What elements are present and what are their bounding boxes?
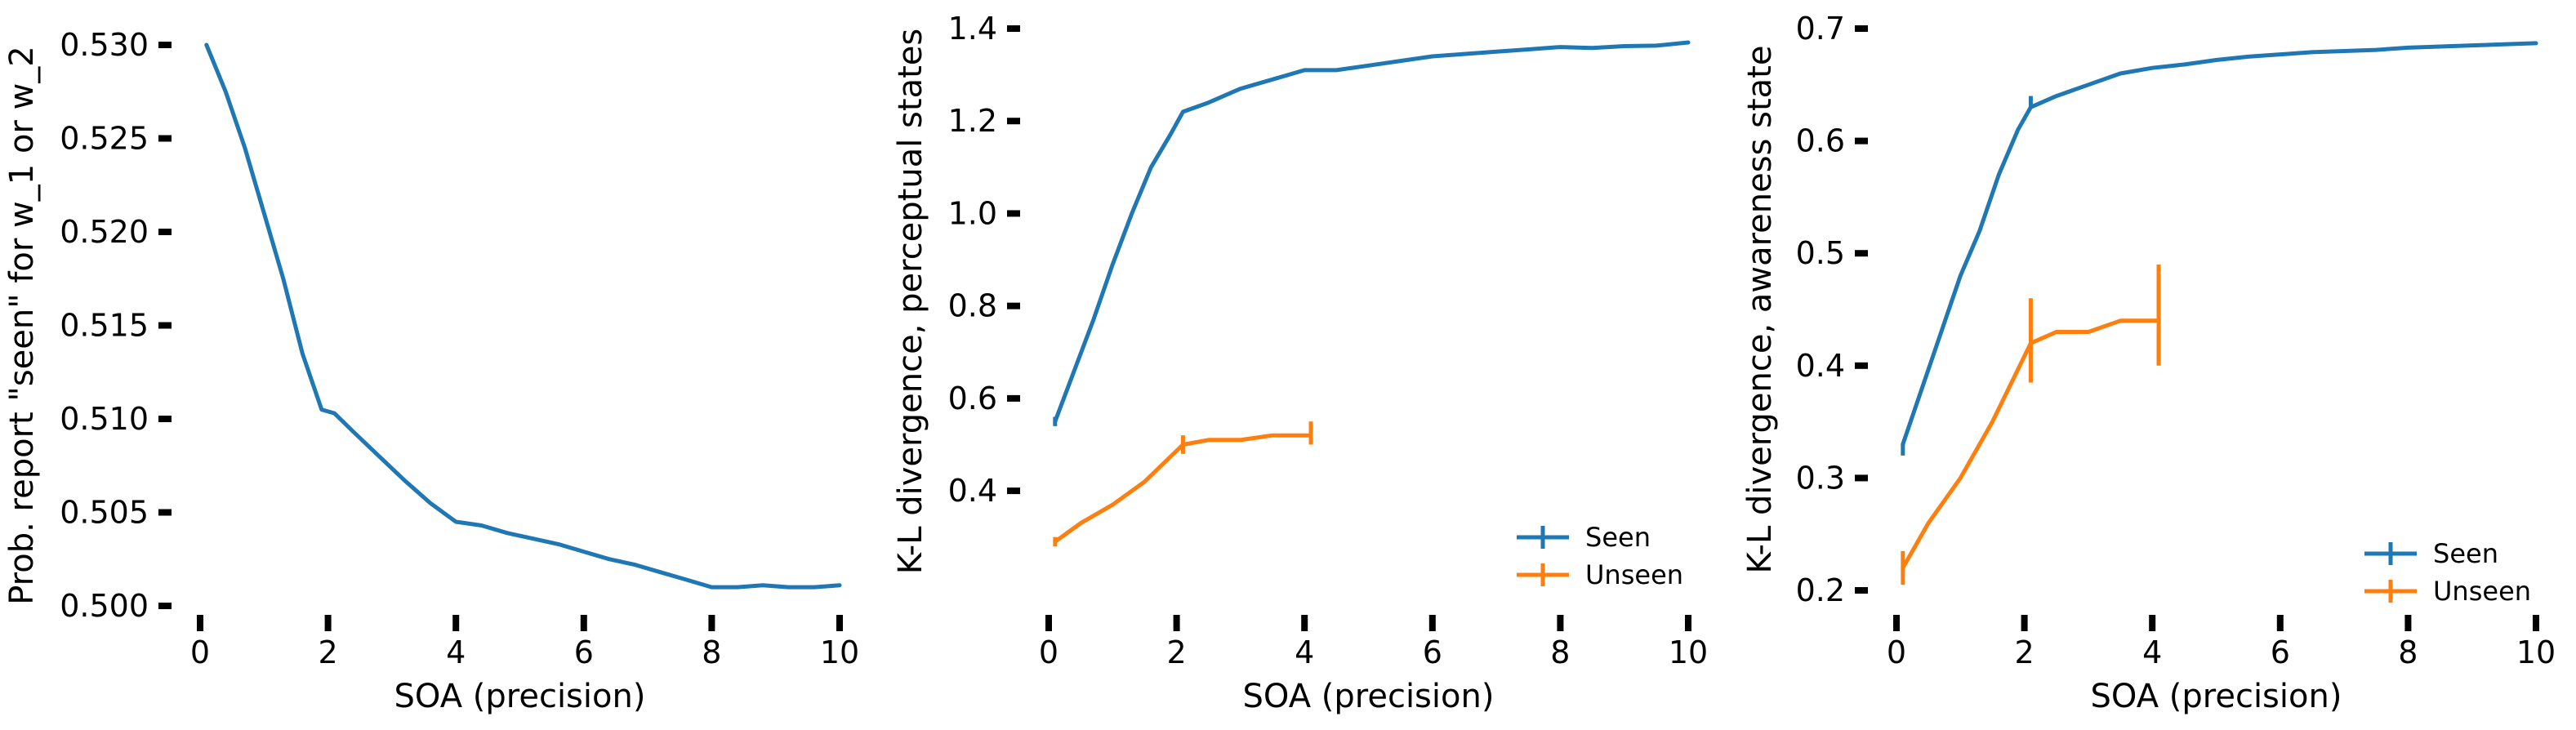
y-tick-label: 0.530 (60, 27, 149, 63)
y-tick-label: 0.8 (948, 288, 997, 324)
x-tick-label: 6 (1423, 634, 1442, 670)
x-tick-label: 10 (2516, 634, 2556, 670)
y-tick-label: 0.500 (60, 588, 149, 624)
series-line-1 (204, 42, 842, 590)
y-tick-label: 0.4 (948, 473, 997, 509)
x-axis-label: SOA (precision) (1243, 678, 1495, 715)
y-tick-label: 0.4 (1796, 348, 1845, 384)
x-tick-label: 6 (574, 634, 594, 670)
y-tick-label: 0.7 (1796, 11, 1845, 47)
x-tick-label: 6 (2271, 634, 2290, 670)
legend-label: Seen (1585, 522, 1651, 553)
y-axis-label: Prob. report "seen" for w_1 or w_2 (3, 46, 41, 604)
x-tick-label: 2 (319, 634, 338, 670)
y-tick-label: 0.515 (60, 308, 149, 344)
series-line-seen (1901, 41, 2538, 447)
x-tick-label: 8 (1550, 634, 1570, 670)
y-tick-label: 0.505 (60, 495, 149, 531)
chart-panel-3: 0.2 0.3 0.4 0.5 0.6 0.7 0 2 4 6 8 10 SOA (precision)… (1741, 11, 2556, 715)
chart-panel-1: 0.500 0.505 0.510 0.515 0.520 0.525 0.530 0 2 4 6 8… (3, 27, 859, 715)
x-tick-label: 2 (1167, 634, 1187, 670)
y-tick-label: 1.4 (948, 11, 997, 47)
y-tick-label: 0.510 (60, 401, 149, 437)
legend-label: Unseen (2433, 576, 2531, 607)
series-line-seen (1053, 40, 1691, 424)
x-tick-label: 10 (1669, 634, 1708, 670)
y-tick-label: 0.6 (948, 381, 997, 416)
x-tick-label: 8 (2398, 634, 2418, 670)
x-tick-label: 0 (1039, 634, 1058, 670)
legend-label: Seen (2433, 538, 2498, 569)
y-axis-label: K-L divergence, perceptual states (892, 29, 929, 574)
y-tick-label: 0.6 (1796, 123, 1845, 159)
y-tick-label: 1.0 (948, 195, 997, 231)
x-tick-label: 4 (1295, 634, 1314, 670)
chart-panel-2: 0.4 0.6 0.8 1.0 1.2 1.4 0 2 4 6 8 10 SOA (precision)… (892, 11, 1708, 715)
y-tick-label: 0.3 (1796, 460, 1845, 496)
y-tick-label: 0.520 (60, 214, 149, 250)
x-axis-label: SOA (precision) (394, 678, 646, 715)
x-tick-label: 2 (2015, 634, 2035, 670)
y-tick-label: 0.5 (1796, 235, 1845, 271)
x-axis-label: SOA (precision) (2091, 678, 2342, 715)
x-tick-label: 0 (190, 634, 210, 670)
y-tick-label: 0.525 (60, 121, 149, 157)
x-tick-label: 8 (702, 634, 721, 670)
x-tick-label: 0 (1887, 634, 1906, 670)
y-tick-label: 1.2 (948, 103, 997, 139)
y-tick-label: 0.2 (1796, 572, 1845, 608)
x-tick-label: 10 (820, 634, 859, 670)
legend-label: Unseen (1585, 559, 1683, 590)
x-tick-label: 4 (446, 634, 466, 670)
x-tick-label: 4 (2142, 634, 2162, 670)
y-axis-label: K-L divergence, awareness state (1741, 46, 1779, 574)
